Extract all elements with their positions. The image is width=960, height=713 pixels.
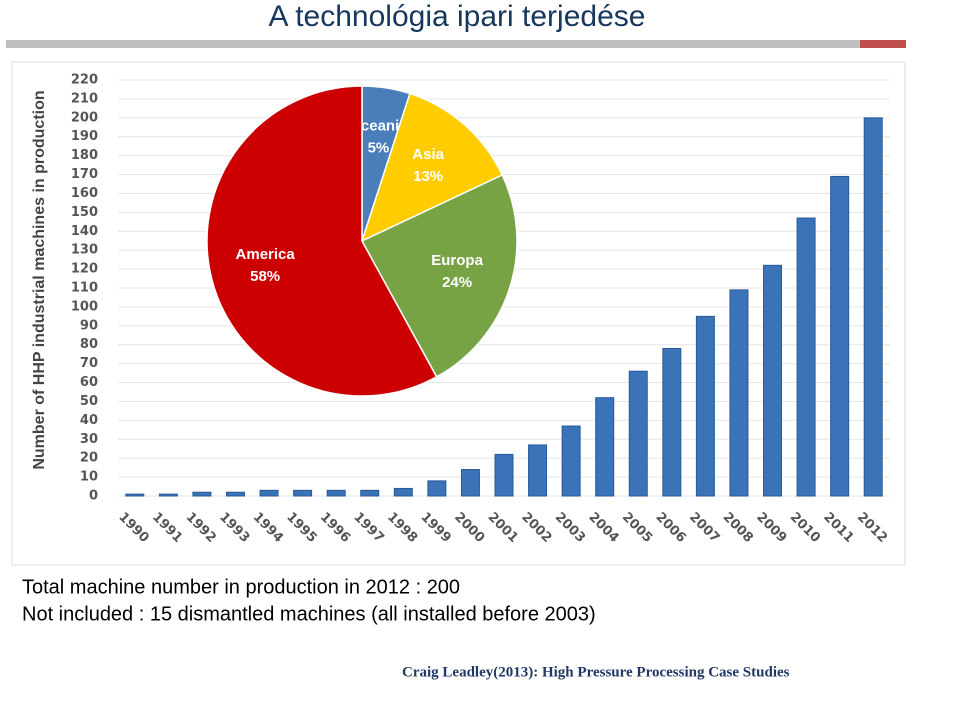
bar <box>695 315 715 497</box>
y-tick-label: 120 <box>71 262 98 277</box>
slice-label: 58% <box>250 268 280 285</box>
bar <box>192 491 212 497</box>
y-tick-label: 110 <box>71 281 98 296</box>
citation: Craig Leadley(2013): High Pressure Proce… <box>402 664 790 680</box>
slice-name: Asia <box>412 146 444 163</box>
bar <box>125 493 145 497</box>
y-tick-label: 140 <box>71 224 98 239</box>
y-tick-label: 220 <box>71 73 98 88</box>
bar <box>293 489 313 497</box>
slice-name: America <box>236 246 296 263</box>
bar <box>393 487 413 497</box>
y-tick-label: 0 <box>89 489 98 504</box>
y-tick-label: 30 <box>80 432 98 447</box>
y-tick-label: 40 <box>80 413 98 428</box>
bar <box>595 397 615 497</box>
slice-label: 24% <box>442 274 472 291</box>
pie-slice <box>360 174 518 378</box>
slide-title: A technológia ipari terjedése <box>269 0 646 33</box>
bar <box>326 489 346 497</box>
y-tick-label: 80 <box>80 337 98 352</box>
y-tick-label: 90 <box>80 318 98 333</box>
pie-slice <box>206 85 438 397</box>
note: Not included : 15 dismantled machines (a… <box>22 603 596 625</box>
bar <box>729 289 749 497</box>
y-tick-label: 210 <box>71 91 98 106</box>
slice-label: 13% <box>413 168 443 185</box>
y-tick-label: 160 <box>71 186 98 201</box>
title-rule <box>6 40 906 48</box>
title-accent <box>860 40 906 48</box>
slice-name: Europa <box>431 252 483 269</box>
note: Total machine number in production in 20… <box>22 576 460 598</box>
bar <box>662 348 682 497</box>
y-tick-label: 150 <box>71 205 98 220</box>
bar <box>460 469 480 497</box>
y-tick-label: 190 <box>71 129 98 144</box>
slice-label: 5% <box>368 139 390 156</box>
y-tick-label: 200 <box>71 110 98 125</box>
bar <box>561 425 581 497</box>
y-tick-label: 130 <box>71 243 98 258</box>
y-tick-label: 100 <box>71 299 98 314</box>
y-tick-label: 70 <box>80 356 98 371</box>
y-tick-label: 10 <box>80 470 98 485</box>
y-tick-label: 170 <box>71 167 98 182</box>
bar <box>528 444 548 497</box>
bar <box>763 264 783 497</box>
bar <box>494 453 514 497</box>
bar <box>225 491 245 497</box>
y-tick-label: 180 <box>71 148 98 163</box>
y-axis-label: Number of HHP industrial machines in pro… <box>31 90 48 469</box>
y-tick-label: 60 <box>80 375 98 390</box>
bar <box>628 370 648 497</box>
bar <box>259 489 279 497</box>
y-tick-label: 50 <box>80 394 98 409</box>
slice-name: Oceania <box>349 117 408 134</box>
bar <box>796 217 816 497</box>
bar <box>863 117 883 497</box>
bar <box>360 489 380 497</box>
bar <box>158 493 178 497</box>
pie-slice <box>360 92 504 243</box>
bar <box>427 480 447 497</box>
y-tick-label: 20 <box>80 451 98 466</box>
bar <box>830 175 850 497</box>
